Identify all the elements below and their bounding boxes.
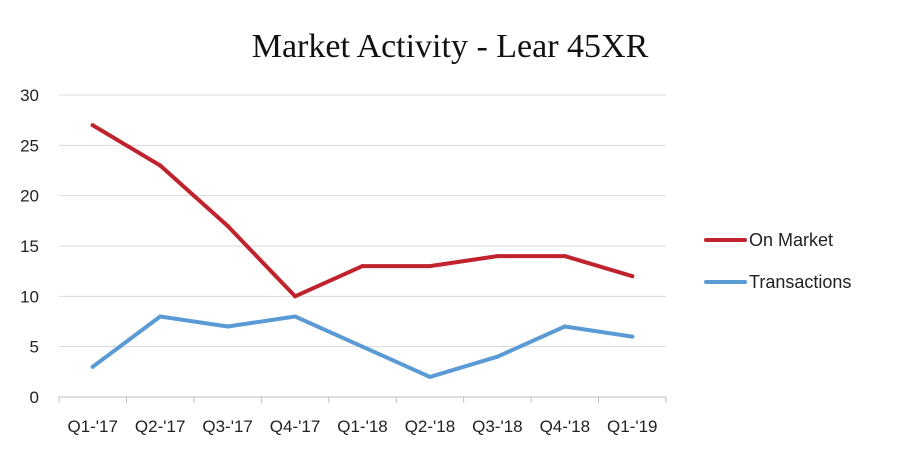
data-point xyxy=(630,274,635,279)
x-axis-ticks: Q1-'17 Q2-'17 Q3-'17 Q4-'17 Q1-'18 Q2-'18 Q3-'… xyxy=(58,397,667,436)
data-point xyxy=(293,294,298,299)
x-tick-label: Q3-'18 xyxy=(472,417,523,436)
data-point xyxy=(562,324,567,329)
data-point xyxy=(158,314,163,319)
y-tick-label: 20 xyxy=(20,187,39,206)
y-axis-ticks: 0 5 10 15 20 25 30 xyxy=(20,86,39,407)
y-tick-label: 25 xyxy=(20,136,39,155)
data-point xyxy=(225,223,230,228)
data-point xyxy=(427,374,432,379)
data-point xyxy=(225,324,230,329)
data-point xyxy=(495,354,500,359)
legend: On Market Transactions xyxy=(704,230,851,292)
data-point xyxy=(360,264,365,269)
legend-label: On Market xyxy=(749,230,833,250)
y-tick-label: 30 xyxy=(20,86,39,105)
data-point xyxy=(90,364,95,369)
data-point xyxy=(158,163,163,168)
data-point xyxy=(360,344,365,349)
data-point xyxy=(495,254,500,259)
x-tick-label: Q4-'18 xyxy=(540,417,591,436)
x-tick-label: Q4-'17 xyxy=(270,417,321,436)
x-tick-label: Q2-'18 xyxy=(405,417,456,436)
series-line-on-market xyxy=(90,123,635,299)
data-point xyxy=(90,123,95,128)
x-tick-label: Q2-'17 xyxy=(135,417,186,436)
x-tick-label: Q1-'18 xyxy=(337,417,388,436)
data-point xyxy=(562,254,567,259)
data-point xyxy=(293,314,298,319)
y-tick-label: 5 xyxy=(30,338,39,357)
y-tick-label: 15 xyxy=(20,237,39,256)
gridlines xyxy=(59,94,666,398)
x-tick-label: Q1-'17 xyxy=(67,417,118,436)
x-tick-label: Q3-'17 xyxy=(202,417,253,436)
series-lines xyxy=(90,123,635,379)
data-point xyxy=(630,334,635,339)
y-tick-label: 0 xyxy=(30,388,39,407)
y-tick-label: 10 xyxy=(20,287,39,306)
legend-label: Transactions xyxy=(749,272,851,292)
chart-title: Market Activity - Lear 45XR xyxy=(252,28,649,65)
x-tick-label: Q1-'19 xyxy=(607,417,658,436)
data-point xyxy=(427,264,432,269)
